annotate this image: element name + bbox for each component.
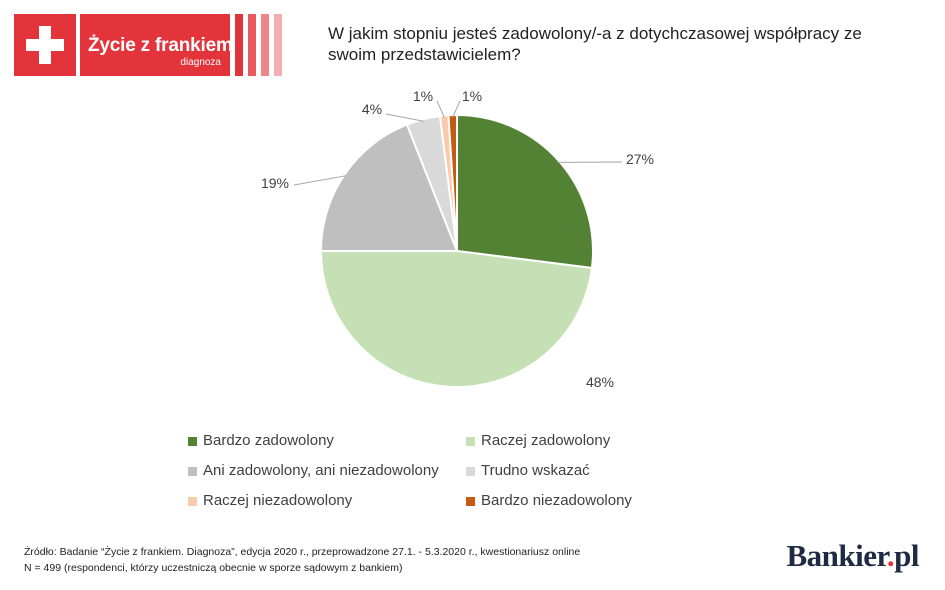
legend-swatch bbox=[188, 497, 197, 506]
legend-label: Bardzo niezadowolony bbox=[481, 492, 632, 509]
pie-slice bbox=[456, 113, 594, 270]
logo-stripe bbox=[261, 14, 269, 76]
pie-slice bbox=[319, 123, 459, 252]
legend-label: Bardzo zadowolony bbox=[203, 432, 334, 449]
data-label: 1% bbox=[413, 88, 433, 104]
legend-swatch bbox=[188, 467, 197, 476]
legend-label: Ani zadowolony, ani niezadowolony bbox=[203, 462, 439, 479]
pie-slice bbox=[319, 250, 594, 388]
legend-label: Trudno wskazać bbox=[481, 462, 590, 479]
sample-size-line: N = 499 (respondenci, którzy uczestniczą… bbox=[24, 562, 403, 574]
chart-title: W jakim stopniu jesteś zadowolony/-a z d… bbox=[328, 24, 862, 64]
data-label: 27% bbox=[626, 151, 654, 167]
report-logo-title: Życie z frankiem bbox=[88, 35, 233, 56]
source-note: Źródło: Badanie “Życie z frankiem. Diagn… bbox=[24, 544, 580, 576]
data-label: 1% bbox=[462, 88, 482, 104]
legend-label: Raczej zadowolony bbox=[481, 432, 611, 449]
leader-line bbox=[452, 100, 461, 118]
legend-swatch bbox=[466, 497, 475, 506]
logo-stripe bbox=[274, 14, 282, 76]
logo-stripe bbox=[235, 14, 243, 76]
brand-tld: pl bbox=[894, 538, 919, 573]
leader-line bbox=[436, 100, 445, 118]
data-label: 48% bbox=[586, 374, 614, 390]
logo-stripe bbox=[248, 14, 256, 76]
legend-swatch bbox=[466, 437, 475, 446]
brand-name: Bankier bbox=[786, 538, 887, 573]
legend-swatch bbox=[466, 467, 475, 476]
leader-line bbox=[385, 113, 424, 122]
data-label: 19% bbox=[261, 175, 289, 191]
legend-label: Raczej niezadowolony bbox=[203, 492, 353, 509]
data-label: 4% bbox=[362, 101, 382, 117]
swiss-cross-logo bbox=[14, 14, 76, 76]
brand-dot: . bbox=[886, 538, 895, 573]
leader-line bbox=[293, 175, 347, 186]
report-logo-subtitle: diagnoza bbox=[180, 57, 221, 68]
bankier-logo: Bankier.pl bbox=[786, 538, 919, 574]
source-line: Źródło: Badanie “Życie z frankiem. Diagn… bbox=[24, 546, 581, 558]
legend-swatch bbox=[188, 437, 197, 446]
report-logo: Życie z frankiem diagnoza bbox=[80, 14, 233, 76]
pie-slice bbox=[447, 113, 458, 252]
cross-horizontal-bar bbox=[26, 39, 64, 51]
